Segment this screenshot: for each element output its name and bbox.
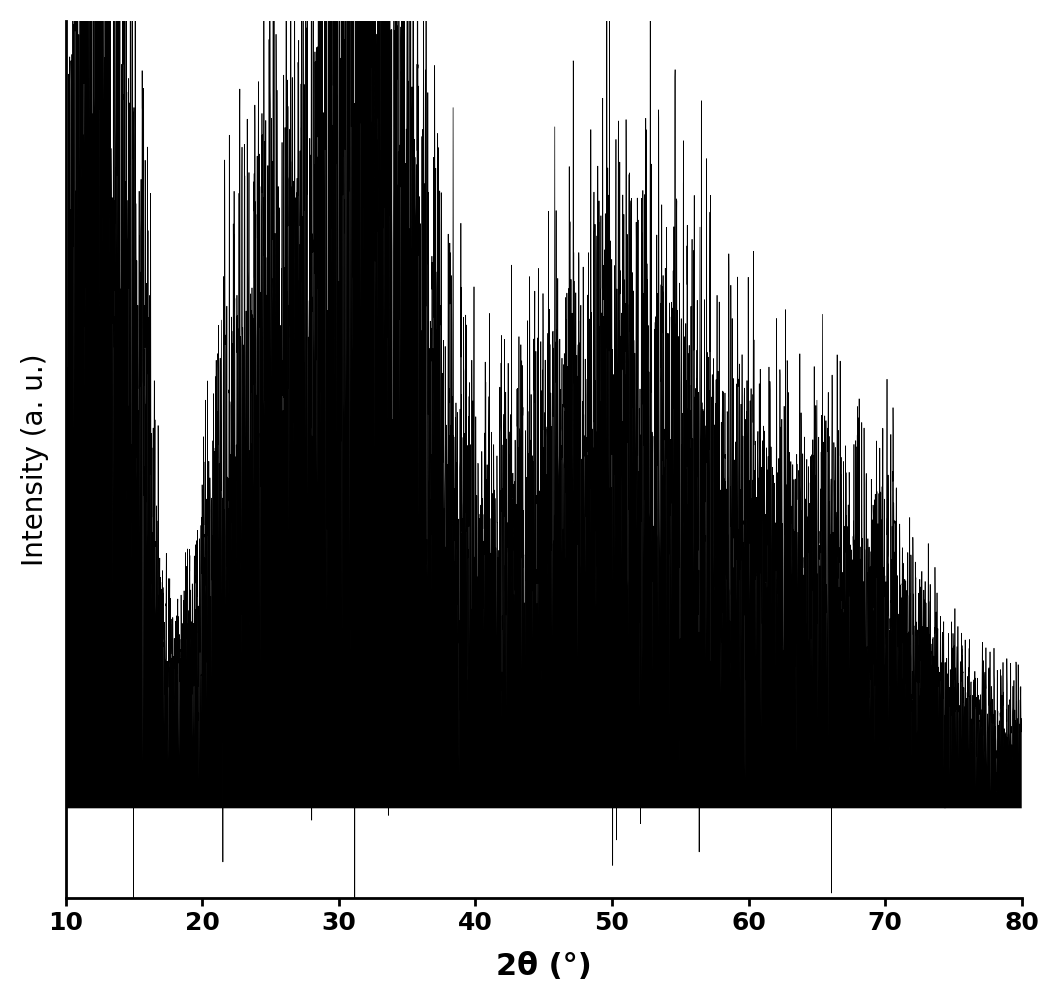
Y-axis label: Intensity (a. u.): Intensity (a. u.): [21, 354, 49, 566]
X-axis label: 2θ (°): 2θ (°): [496, 952, 591, 981]
